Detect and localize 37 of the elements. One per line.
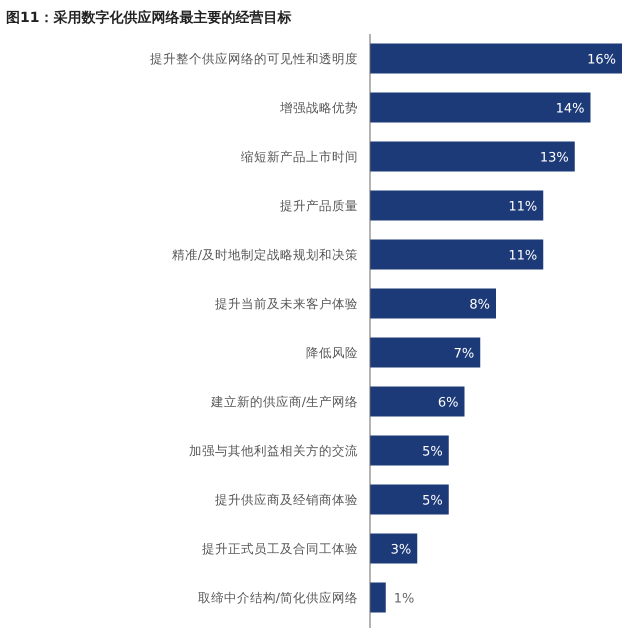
data-label: 11% xyxy=(508,248,538,264)
y-tick-label: 精准/及时地制定战略规划和决策 xyxy=(172,247,358,262)
data-label: 5% xyxy=(422,444,443,460)
data-label: 11% xyxy=(508,200,538,214)
y-tick-label: 加强与其他利益相关方的交流 xyxy=(189,443,358,458)
data-label: 1% xyxy=(394,592,414,606)
bar xyxy=(370,386,464,416)
text: 图11：采用数字化供应网络最主要的经营目标 xyxy=(6,9,292,26)
y-tick-label: 提升整个供应网络的可见性和透明度 xyxy=(150,51,358,66)
data-label: 14% xyxy=(556,102,584,116)
data-label: 16% xyxy=(587,52,616,68)
y-tick-label: 提升当前及未来客户体验 xyxy=(215,296,358,311)
y-tick-label: 降低风险 xyxy=(306,345,358,360)
y-tick-label: 提升产品质量 xyxy=(280,198,358,213)
y-tick-label: 建立新的供应商/生产网络 xyxy=(210,394,358,409)
y-tick-label: 增强战略优势 xyxy=(279,100,358,115)
bar xyxy=(370,142,575,172)
bar xyxy=(370,190,544,220)
y-tick-label: 取缔中介结构/简化供应网络 xyxy=(198,590,358,605)
bar xyxy=(370,44,622,74)
data-label: 7% xyxy=(454,346,474,362)
data-label: 3% xyxy=(390,542,412,558)
bar xyxy=(370,534,418,564)
y-tick-label: 缩短新产品上市时间 xyxy=(241,149,358,164)
data-label: 5% xyxy=(422,494,443,508)
bar xyxy=(370,436,449,466)
data-label: 13% xyxy=(540,150,569,166)
data-label: 8% xyxy=(469,298,490,312)
bar xyxy=(370,338,480,368)
bar xyxy=(370,288,496,318)
data-label: 6% xyxy=(438,396,458,410)
y-tick-label: 提升正式员工及合同工体验 xyxy=(202,541,358,556)
bar xyxy=(370,484,449,514)
bar xyxy=(370,240,544,270)
bar xyxy=(370,582,386,612)
bar xyxy=(370,92,590,122)
y-tick-label: 提升供应商及经销商体验 xyxy=(215,492,358,507)
